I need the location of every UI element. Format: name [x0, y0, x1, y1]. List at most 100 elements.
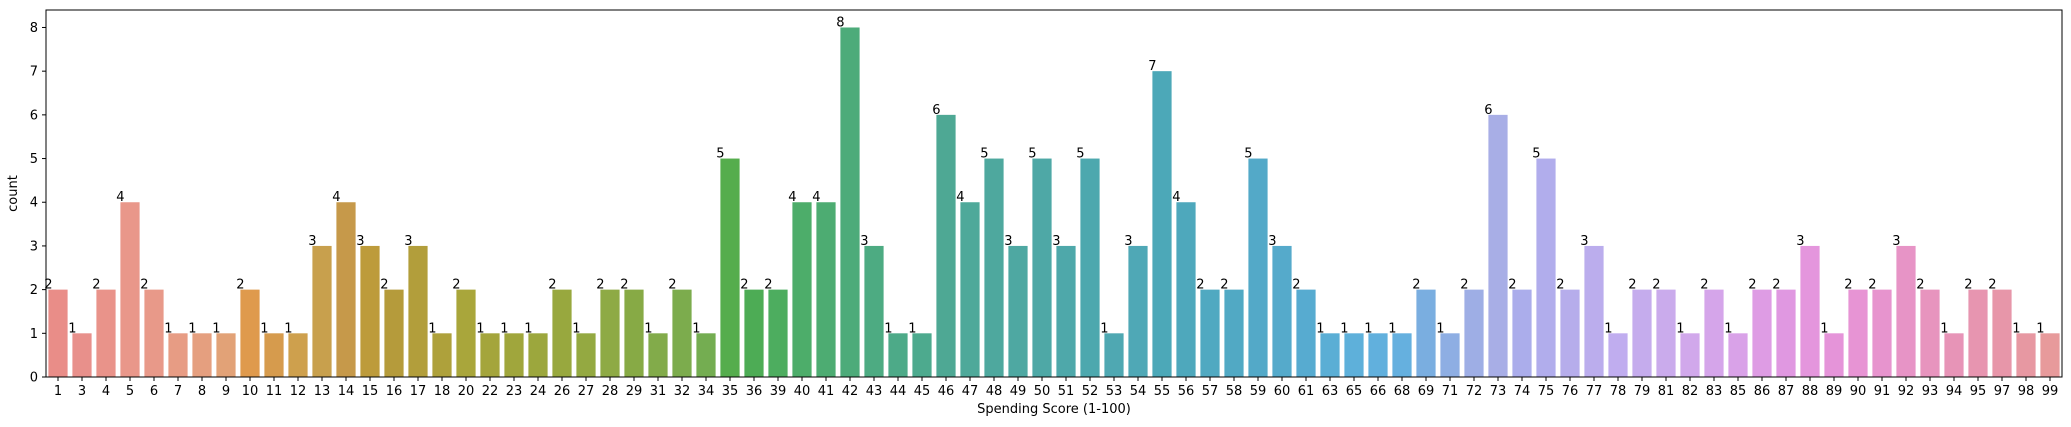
- x-tick-label: 17: [410, 384, 427, 399]
- bar-26: [552, 289, 572, 377]
- data-label-82: 1: [1676, 321, 1684, 336]
- x-tick-label: 68: [1394, 384, 1411, 399]
- bar-43: [864, 245, 884, 377]
- data-label-4: 2: [92, 278, 100, 293]
- data-label-74: 2: [1508, 278, 1516, 293]
- data-label-77: 3: [1580, 234, 1588, 249]
- data-label-35: 5: [716, 147, 724, 162]
- x-axis-title: Spending Score (1-100): [977, 402, 1131, 417]
- data-label-42: 8: [836, 15, 844, 30]
- bars: [48, 27, 2060, 378]
- x-tick-label: 6: [150, 384, 158, 399]
- data-label-39: 2: [764, 278, 772, 293]
- bar-24: [528, 333, 548, 377]
- bar-74: [1512, 289, 1532, 377]
- bar-49: [1008, 245, 1028, 377]
- x-tick-label: 60: [1274, 384, 1291, 399]
- x-tick-label: 20: [458, 384, 475, 399]
- bar-55: [1152, 71, 1172, 378]
- x-tick-label: 39: [770, 384, 787, 399]
- x-tick-label: 23: [506, 384, 523, 399]
- data-label-36: 2: [740, 278, 748, 293]
- bar-18: [432, 333, 452, 377]
- x-tick-label: 86: [1754, 384, 1771, 399]
- bar-7: [168, 333, 188, 377]
- x-tick-label: 46: [938, 384, 955, 399]
- x-tick-label: 57: [1202, 384, 1219, 399]
- y-axis-ticks: 0 1 2 3 4 5 6 7 8: [30, 21, 46, 386]
- data-label-95: 2: [1964, 278, 1972, 293]
- data-label-59: 5: [1244, 147, 1252, 162]
- y-tick-label: 5: [30, 152, 38, 167]
- data-label-13: 3: [308, 234, 316, 249]
- data-label-20: 2: [452, 278, 460, 293]
- bar-40: [792, 202, 812, 377]
- bar-61: [1296, 289, 1316, 377]
- data-label-83: 2: [1700, 278, 1708, 293]
- x-tick-label: 10: [242, 384, 259, 399]
- data-label-98: 1: [2012, 321, 2020, 336]
- data-label-16: 2: [380, 278, 388, 293]
- bar-56: [1176, 202, 1196, 377]
- y-tick-label: 6: [30, 108, 38, 123]
- data-label-66: 1: [1364, 321, 1372, 336]
- bar-71: [1440, 333, 1460, 377]
- bar-65: [1344, 333, 1364, 377]
- x-tick-label: 63: [1322, 384, 1339, 399]
- y-tick-label: 2: [30, 283, 38, 298]
- bar-91: [1872, 289, 1892, 377]
- bar-88: [1800, 245, 1820, 377]
- bar-60: [1272, 245, 1292, 377]
- data-label-18: 1: [428, 321, 436, 336]
- y-tick-label: 0: [30, 371, 38, 386]
- data-label-47: 4: [956, 190, 964, 205]
- data-label-93: 2: [1916, 278, 1924, 293]
- data-label-54: 3: [1124, 234, 1132, 249]
- bar-11: [264, 333, 284, 377]
- x-tick-label: 69: [1418, 384, 1435, 399]
- data-label-10: 2: [236, 278, 244, 293]
- x-tick-label: 98: [2018, 384, 2035, 399]
- data-label-41: 4: [812, 190, 820, 205]
- data-label-79: 2: [1628, 278, 1636, 293]
- bar-5: [120, 202, 140, 377]
- data-label-57: 2: [1196, 278, 1204, 293]
- data-label-55: 7: [1148, 59, 1156, 74]
- x-tick-label: 16: [386, 384, 403, 399]
- x-axis-ticks: 1 3 4 5 6 7 8 9 10 11 12 13 14 15 16 17 18 20 22 23 24 26 27 28…: [54, 377, 2058, 399]
- x-tick-label: 41: [818, 384, 835, 399]
- x-tick-label: 52: [1082, 384, 1099, 399]
- bar-52: [1080, 158, 1100, 377]
- data-label-76: 2: [1556, 278, 1564, 293]
- data-label-44: 1: [884, 321, 892, 336]
- bar-48: [984, 158, 1004, 377]
- x-tick-label: 76: [1562, 384, 1579, 399]
- x-tick-label: 14: [338, 384, 355, 399]
- x-tick-label: 8: [198, 384, 206, 399]
- data-label-56: 4: [1172, 190, 1180, 205]
- bar-73: [1488, 114, 1508, 378]
- x-tick-label: 42: [842, 384, 859, 399]
- x-tick-label: 34: [698, 384, 715, 399]
- x-tick-label: 65: [1346, 384, 1363, 399]
- data-labels: 2 1 2 4 2 1 1 1 2 1 1 3 4 3 2 3 1 2 1 1 1 2 1 2 2 1 2 1 5 2 2 4 4 8 3 1 1 6 4 5…: [44, 15, 2044, 336]
- bar-23: [504, 333, 524, 377]
- y-axis-title: count: [6, 175, 21, 212]
- bar-8: [192, 333, 212, 377]
- data-label-11: 1: [260, 321, 268, 336]
- bar-54: [1128, 245, 1148, 377]
- x-tick-label: 99: [2042, 384, 2059, 399]
- bar-31: [648, 333, 668, 377]
- data-label-85: 1: [1724, 321, 1732, 336]
- bar-95: [1968, 289, 1988, 377]
- x-tick-label: 45: [914, 384, 931, 399]
- data-label-9: 1: [212, 321, 220, 336]
- x-tick-label: 55: [1154, 384, 1171, 399]
- x-tick-label: 12: [290, 384, 307, 399]
- x-tick-label: 1: [54, 384, 62, 399]
- bar-79: [1632, 289, 1652, 377]
- data-label-73: 6: [1484, 103, 1492, 118]
- data-label-22: 1: [476, 321, 484, 336]
- bar-6: [144, 289, 164, 377]
